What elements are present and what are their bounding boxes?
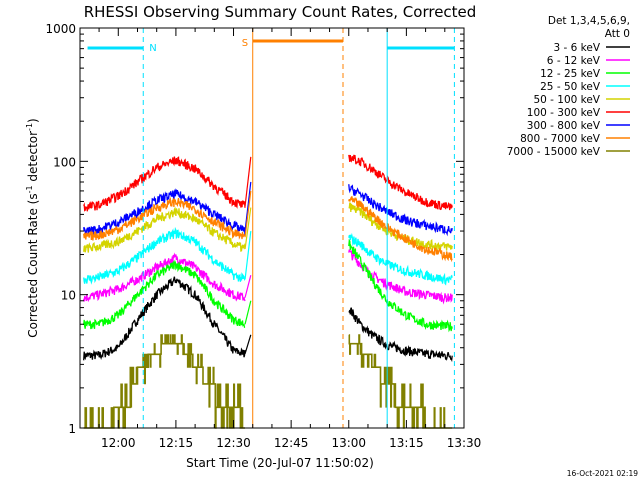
legend-header-line-2: Att 0: [605, 28, 630, 40]
series-25-50-kev: [83, 226, 453, 286]
transition-spike: [244, 156, 252, 354]
series-line-segment: [348, 307, 453, 363]
legend-item: 12 - 25 keV: [540, 68, 630, 80]
x-axis-label: Start Time (20-Jul-07 11:50:02): [186, 456, 374, 470]
x-tick-label: 12:00: [101, 436, 136, 450]
legend-item: 25 - 50 keV: [540, 81, 630, 93]
series-line-segment: [83, 276, 246, 361]
series-line-segment: [83, 206, 246, 253]
series-line-segment: [348, 238, 453, 333]
legend-item: 300 - 800 keV: [527, 120, 630, 132]
spike-line: [244, 190, 252, 238]
legend-item: 7000 - 15000 keV: [507, 146, 630, 158]
legend-label: 6 - 12 keV: [547, 55, 601, 67]
legend-header-line-1: Det 1,3,4,5,6,9,: [548, 15, 630, 27]
series-12-25-kev: [83, 238, 453, 333]
spike-line: [244, 207, 252, 250]
timestamp-label: 16-Oct-2021 02:19: [567, 469, 638, 478]
series-line-segment: [83, 259, 246, 330]
y-tick-label: 10: [61, 289, 76, 303]
spike-line: [244, 181, 252, 232]
legend-label: 12 - 25 keV: [540, 68, 601, 80]
flag-label: S: [242, 38, 248, 49]
y-tick-label: 1000: [45, 22, 76, 36]
series-800-7000-kev: [83, 196, 453, 263]
series-line-segment: [348, 232, 453, 286]
x-tick-label: 13:30: [447, 436, 482, 450]
y-axis-label-main: Corrected Count Rate (s: [26, 193, 40, 337]
y-axis-label-end: ): [26, 118, 40, 123]
legend-label: 300 - 800 keV: [527, 120, 601, 132]
series-3-6-kev: [83, 276, 453, 363]
series-line-segment: [348, 196, 453, 263]
series-line-segment: [83, 196, 246, 241]
y-axis-label-mid: detector: [26, 131, 40, 186]
legend-item: 6 - 12 keV: [547, 55, 630, 67]
series-300-800-kev: [83, 184, 453, 237]
spike-line: [244, 334, 252, 354]
legend-item: 800 - 7000 keV: [520, 133, 630, 145]
series-100-300-kev: [83, 154, 453, 212]
legend-label: 25 - 50 keV: [540, 81, 601, 93]
legend-label: 800 - 7000 keV: [520, 133, 601, 145]
series-line-segment: [83, 156, 246, 212]
x-tick-label: 13:00: [331, 436, 366, 450]
series-line-segment: [83, 252, 246, 303]
spike-line: [244, 275, 252, 298]
legend-item: 50 - 100 keV: [533, 94, 630, 106]
y-tick-label: 1: [68, 422, 76, 436]
spike-line: [244, 156, 252, 207]
x-tick-label: 12:15: [159, 436, 194, 450]
series-line-segment: [348, 184, 453, 237]
legend-label: 100 - 300 keV: [527, 107, 601, 119]
legend-label: 3 - 6 keV: [553, 42, 600, 54]
series-line-segment: [348, 154, 453, 211]
y-axis-label: Corrected Count Rate (s-1 detector-1): [25, 118, 40, 337]
spike-line: [244, 230, 252, 280]
flag-label: N: [149, 43, 156, 54]
spike-line: [244, 300, 252, 325]
series-layer: [83, 154, 453, 429]
x-tick-label: 12:45: [274, 436, 309, 450]
series-line-segment: [83, 226, 246, 285]
legend-label: 7000 - 15000 keV: [507, 146, 601, 158]
chart-title: RHESSI Observing Summary Count Rates, Co…: [84, 3, 477, 21]
legend-label: 50 - 100 keV: [533, 94, 600, 106]
axes-layer: N S 1 10 100 1000 12:00 12:15 12:30 12:45 13:00 13:…: [45, 22, 481, 450]
y-axis-label-text: Corrected Count Rate (s-1 detector-1): [25, 118, 40, 337]
x-tick-label: 13:15: [389, 436, 424, 450]
y-axis-label-sup1: -1: [25, 185, 34, 193]
legend-item: 3 - 6 keV: [553, 42, 630, 54]
series-line-segment: [83, 188, 246, 236]
x-tick-label: 12:30: [216, 436, 251, 450]
legend-item: 100 - 300 keV: [527, 107, 630, 119]
y-tick-label: 100: [53, 155, 76, 169]
y-axis-label-sup2: -1: [25, 123, 34, 131]
